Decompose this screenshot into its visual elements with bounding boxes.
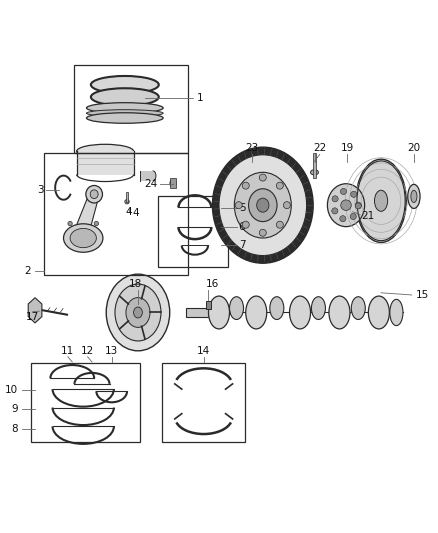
Text: 7: 7 xyxy=(239,240,245,251)
Ellipse shape xyxy=(86,110,163,117)
Bar xyxy=(140,171,153,181)
Text: 1: 1 xyxy=(197,93,204,103)
Text: 23: 23 xyxy=(245,143,258,154)
Circle shape xyxy=(351,191,357,197)
Bar xyxy=(313,154,316,177)
Circle shape xyxy=(242,221,249,228)
Ellipse shape xyxy=(94,221,99,226)
Ellipse shape xyxy=(64,224,103,252)
Circle shape xyxy=(350,213,356,220)
Ellipse shape xyxy=(374,190,388,211)
Text: 21: 21 xyxy=(361,211,374,221)
Circle shape xyxy=(242,182,249,189)
Text: 24: 24 xyxy=(145,179,158,189)
Circle shape xyxy=(340,188,346,195)
Ellipse shape xyxy=(290,296,311,329)
Ellipse shape xyxy=(68,221,72,226)
Circle shape xyxy=(259,229,266,236)
Circle shape xyxy=(355,203,361,209)
Ellipse shape xyxy=(311,169,318,175)
Bar xyxy=(206,301,211,309)
Bar xyxy=(126,192,128,201)
Circle shape xyxy=(332,208,338,214)
Text: 2: 2 xyxy=(24,266,31,276)
Text: 8: 8 xyxy=(11,424,18,433)
Ellipse shape xyxy=(329,296,350,329)
Ellipse shape xyxy=(327,184,364,227)
Ellipse shape xyxy=(230,297,244,319)
Ellipse shape xyxy=(270,297,284,319)
Polygon shape xyxy=(28,298,42,323)
Text: 4: 4 xyxy=(126,207,133,217)
Text: 11: 11 xyxy=(61,346,74,356)
Ellipse shape xyxy=(126,297,150,327)
Bar xyxy=(186,308,212,317)
Text: 19: 19 xyxy=(341,143,354,154)
Text: 12: 12 xyxy=(81,346,94,356)
Ellipse shape xyxy=(249,189,277,222)
Text: 17: 17 xyxy=(26,312,39,322)
Circle shape xyxy=(341,200,351,211)
Ellipse shape xyxy=(351,297,365,319)
Ellipse shape xyxy=(219,155,307,255)
Bar xyxy=(162,363,245,442)
Text: 15: 15 xyxy=(416,290,429,300)
Ellipse shape xyxy=(151,171,156,181)
Circle shape xyxy=(276,182,283,189)
Ellipse shape xyxy=(311,297,325,319)
Circle shape xyxy=(276,221,283,228)
Circle shape xyxy=(340,216,346,222)
Polygon shape xyxy=(73,194,99,233)
Circle shape xyxy=(332,196,338,202)
Circle shape xyxy=(259,174,266,181)
Ellipse shape xyxy=(234,172,291,238)
Ellipse shape xyxy=(356,159,406,243)
Text: 5: 5 xyxy=(239,203,245,213)
Bar xyxy=(74,65,188,152)
Bar xyxy=(31,363,140,442)
Text: 20: 20 xyxy=(407,143,420,154)
Bar xyxy=(158,197,228,266)
Ellipse shape xyxy=(106,274,170,351)
Ellipse shape xyxy=(170,179,176,187)
Ellipse shape xyxy=(86,113,163,123)
Ellipse shape xyxy=(257,198,269,212)
Ellipse shape xyxy=(91,88,159,106)
Ellipse shape xyxy=(125,199,129,204)
Text: 10: 10 xyxy=(4,385,18,395)
Ellipse shape xyxy=(91,76,159,93)
Bar xyxy=(77,151,134,174)
Circle shape xyxy=(283,201,290,209)
Text: 6: 6 xyxy=(239,222,245,232)
Bar xyxy=(170,178,176,188)
Ellipse shape xyxy=(70,229,96,248)
Ellipse shape xyxy=(134,307,142,318)
Circle shape xyxy=(355,202,361,208)
Ellipse shape xyxy=(390,300,403,326)
Text: 4: 4 xyxy=(132,208,139,218)
Text: 14: 14 xyxy=(197,346,210,356)
Ellipse shape xyxy=(411,190,417,203)
Text: 9: 9 xyxy=(11,404,18,414)
Ellipse shape xyxy=(90,190,98,199)
Text: 3: 3 xyxy=(37,185,44,195)
Text: 13: 13 xyxy=(105,346,118,356)
Ellipse shape xyxy=(208,296,230,329)
Text: 22: 22 xyxy=(313,143,326,154)
Ellipse shape xyxy=(86,103,163,113)
Ellipse shape xyxy=(408,184,420,208)
Bar xyxy=(44,152,188,275)
Ellipse shape xyxy=(86,185,102,203)
Text: 18: 18 xyxy=(129,279,142,289)
Ellipse shape xyxy=(212,147,313,263)
Ellipse shape xyxy=(77,144,134,158)
Text: 16: 16 xyxy=(206,279,219,289)
Ellipse shape xyxy=(115,284,161,341)
Ellipse shape xyxy=(368,296,389,329)
Circle shape xyxy=(235,201,242,209)
Ellipse shape xyxy=(246,296,267,329)
